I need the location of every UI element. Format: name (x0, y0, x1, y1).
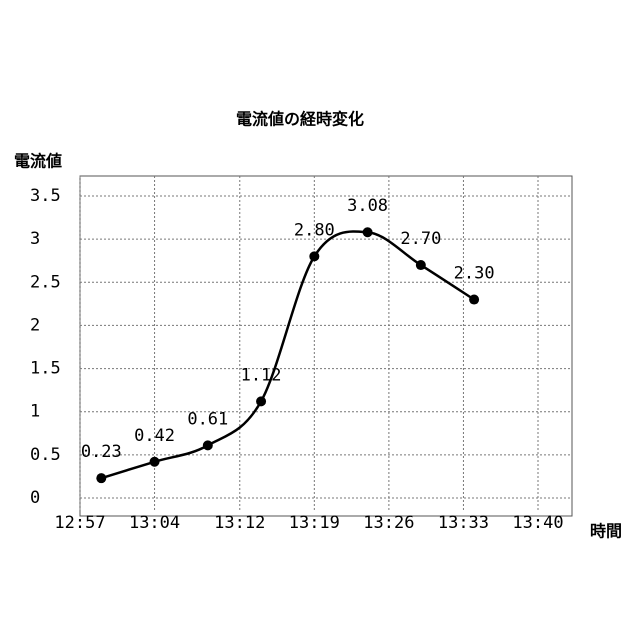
y-tick-label: 2.5 (30, 272, 61, 292)
marker (203, 440, 213, 450)
chart-title: 電流値の経時変化 (236, 110, 364, 129)
x-tick-label: 13:04 (129, 513, 180, 533)
x-tick-label: 13:33 (438, 513, 489, 533)
x-tick-label: 13:12 (214, 513, 265, 533)
marker (363, 227, 373, 237)
data-label: 1.12 (241, 365, 282, 385)
data-label: 0.61 (187, 409, 228, 429)
data-label: 2.70 (400, 229, 441, 249)
y-tick-label: 1.5 (30, 359, 61, 379)
y-tick-label: 3.5 (30, 186, 61, 206)
marker (96, 473, 106, 483)
marker (309, 251, 319, 261)
y-tick-label: 3 (30, 229, 40, 249)
y-axis-label: 電流値 (14, 152, 62, 171)
x-tick-label: 13:40 (512, 513, 563, 533)
y-tick-label: 0 (30, 488, 40, 508)
y-tick-label: 2 (30, 315, 40, 335)
marker (469, 295, 479, 305)
marker (416, 260, 426, 270)
marker (150, 457, 160, 467)
y-tick-label: 0.5 (30, 445, 61, 465)
chart: 電流値の経時変化 電流値 時間 0 0.5 1 1.5 2 2.5 3 3.5 12:57 13:… (0, 0, 640, 640)
x-axis-label: 時間 (590, 522, 622, 541)
data-label: 2.80 (294, 220, 335, 240)
data-label: 3.08 (347, 196, 388, 216)
data-label: 0.42 (134, 426, 175, 446)
y-tick-label: 1 (30, 402, 40, 422)
data-label: 0.23 (81, 442, 122, 462)
x-tick-label: 13:19 (289, 513, 340, 533)
x-tick-label: 13:26 (363, 513, 414, 533)
x-tick-label: 12:57 (54, 513, 105, 533)
data-label: 2.30 (454, 264, 495, 284)
marker (256, 396, 266, 406)
